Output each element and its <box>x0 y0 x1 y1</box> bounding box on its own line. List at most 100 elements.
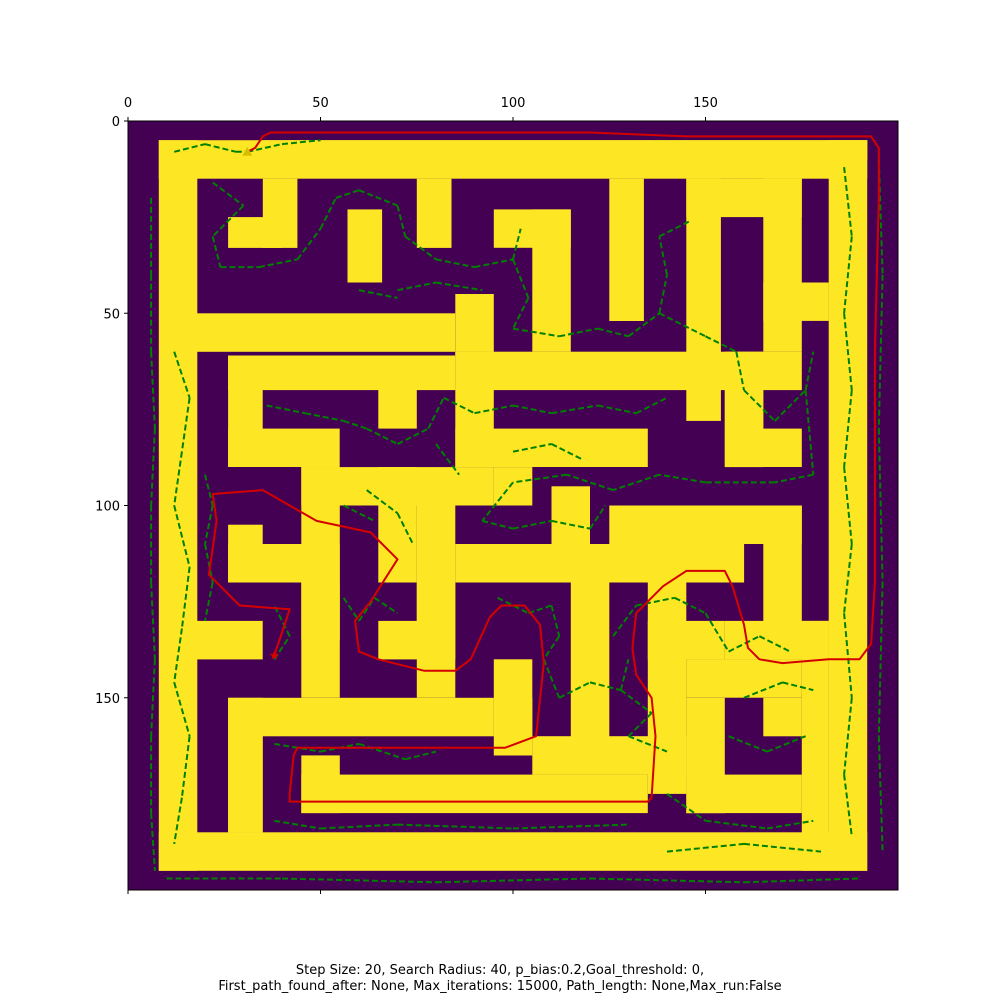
tree-edge <box>728 635 760 653</box>
tree-edge <box>481 481 514 522</box>
tree-edge <box>550 605 561 637</box>
free-cell <box>193 313 456 352</box>
tree-edge <box>559 327 598 338</box>
tree-edge <box>247 143 283 153</box>
tree-edge <box>443 396 475 415</box>
y-tick-label: 50 <box>103 307 120 322</box>
free-cell <box>724 620 829 660</box>
free-cell <box>724 428 802 467</box>
tree-edge <box>551 519 591 530</box>
tree-edge <box>343 419 368 430</box>
tree-edge <box>743 877 860 884</box>
tree-edge <box>274 819 321 830</box>
free-cell <box>228 355 456 391</box>
free-cell <box>686 659 802 698</box>
tree-edge <box>150 428 156 506</box>
tree-edge <box>150 351 156 429</box>
tree-edge <box>658 236 668 275</box>
x-tick-label: 0 <box>124 96 132 111</box>
tree-edge <box>612 473 660 492</box>
planned-path <box>207 131 880 803</box>
tree-edge <box>173 505 191 568</box>
tree-edge <box>435 281 483 292</box>
tree-edge <box>758 635 791 653</box>
tree-edge <box>877 274 884 429</box>
x-tick-label: 150 <box>693 96 718 111</box>
free-cell <box>158 832 868 871</box>
axes: 0 50 100 150 0 50 100 150 <box>95 96 899 894</box>
tree-edge <box>427 397 445 430</box>
x-tick-label: 100 <box>501 96 526 111</box>
y-tick-label: 150 <box>95 692 120 707</box>
tree-edge <box>620 689 653 714</box>
tree-edge <box>150 582 156 660</box>
tree-edge <box>619 659 630 691</box>
free-cell <box>493 697 533 756</box>
tree-edge <box>266 404 306 415</box>
tree-edge <box>204 505 214 545</box>
tree-edge <box>659 473 706 484</box>
tree-edge <box>474 404 514 415</box>
tree-edge <box>173 451 183 506</box>
tree-edge <box>319 197 337 230</box>
free-cell <box>416 178 452 248</box>
tree-edge <box>512 473 568 484</box>
free-cell <box>228 428 340 467</box>
tree-edge <box>635 396 668 415</box>
tree-edge <box>397 823 514 830</box>
tree-edge <box>735 351 745 391</box>
caption-line-1: Step Size: 20, Search Radius: 40, p_bias… <box>295 963 705 978</box>
tree-edge <box>366 427 398 445</box>
tree-edge <box>542 658 561 699</box>
tree-edge <box>173 351 191 399</box>
tree-edge <box>743 681 783 699</box>
tree-edge <box>435 443 460 476</box>
tree-edge <box>204 143 237 153</box>
tree-edge <box>474 258 514 269</box>
tree-edge <box>211 204 245 238</box>
tree-edge <box>782 681 814 692</box>
tree-edge <box>358 189 398 207</box>
free-cell <box>193 620 263 660</box>
start-marker <box>242 146 253 156</box>
tree-edge <box>173 797 183 845</box>
free-cell <box>455 428 648 467</box>
free-cell <box>763 282 829 321</box>
tree-edge <box>558 681 591 699</box>
tree-edge <box>704 612 730 653</box>
free-cell <box>262 178 298 248</box>
tree-edge <box>435 258 475 269</box>
tree-edge <box>512 259 530 299</box>
tree-edge <box>589 681 622 692</box>
tree-edge <box>804 390 815 475</box>
free-cell <box>416 582 456 698</box>
tree-edge <box>435 877 591 884</box>
tree-edge <box>743 389 776 422</box>
free-cell <box>378 467 417 583</box>
tree-edge <box>512 404 552 415</box>
free-cell <box>551 486 590 544</box>
tree-edge <box>204 474 214 506</box>
tree-edge <box>366 489 399 515</box>
tree-edge <box>597 327 629 338</box>
tree-edge <box>804 351 815 391</box>
maze-free-space <box>158 140 868 871</box>
tree-edge <box>173 143 206 153</box>
tree-edge <box>320 823 398 830</box>
tree-edge <box>843 697 853 775</box>
tree-edge <box>636 596 675 607</box>
free-cell <box>763 505 802 641</box>
tree-edge <box>180 397 191 452</box>
tree-edge <box>512 297 530 330</box>
goal-marker <box>269 650 280 660</box>
tree-edge <box>843 774 853 837</box>
free-cell <box>228 736 263 833</box>
tree-edge <box>397 281 437 292</box>
free-cell <box>801 659 829 871</box>
tree-edge <box>150 813 156 871</box>
tree-edge <box>296 228 322 261</box>
tree-edge <box>843 166 853 237</box>
tree-edge <box>173 628 183 683</box>
plot-area <box>128 121 898 890</box>
tree-edge <box>204 582 214 622</box>
